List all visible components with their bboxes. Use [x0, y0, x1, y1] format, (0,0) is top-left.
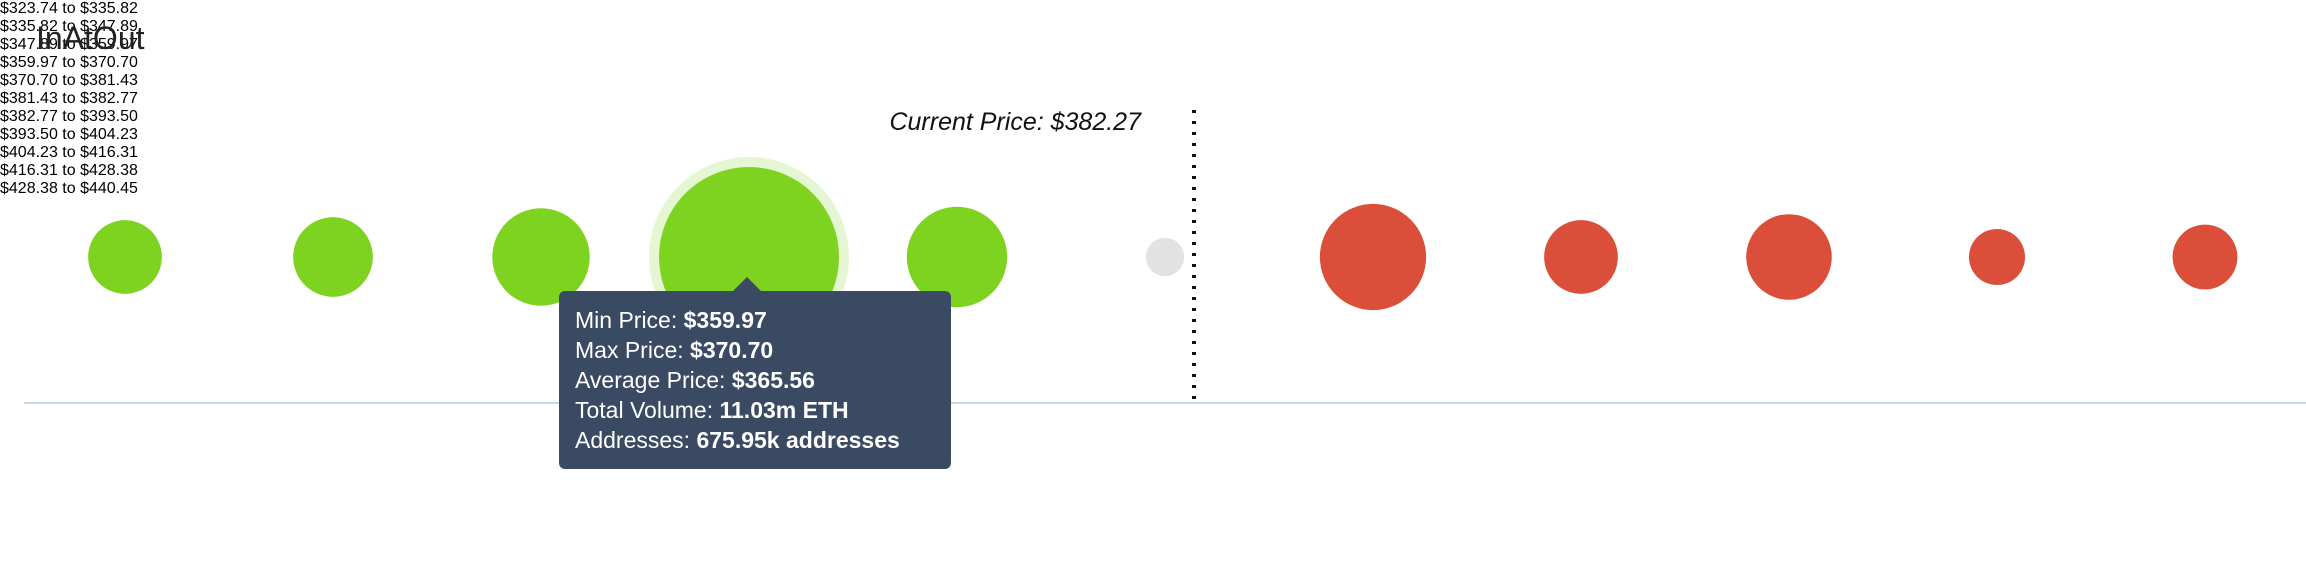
current-price-label: Current Price: $382.27 [889, 108, 1141, 136]
tooltip-row: Average Price: $365.56 [575, 365, 935, 395]
legend: In At Out [36, 20, 145, 57]
bubble [1145, 237, 1185, 277]
bubble [492, 208, 590, 306]
tooltip-value: 675.95k addresses [696, 427, 900, 453]
tooltip-value: $365.56 [731, 367, 815, 393]
x-tick-label: $335.82 to $347.89 [0, 18, 138, 35]
x-tick-label: $404.23 to $416.31 [0, 144, 138, 161]
x-tick-label: $393.50 to $404.23 [0, 126, 138, 143]
x-tick-label: $359.97 to $370.70 [0, 54, 138, 71]
legend-item: In [36, 20, 63, 57]
bubble [1319, 203, 1427, 311]
bubble [293, 217, 373, 297]
x-tick-label: $428.38 to $440.45 [0, 180, 138, 197]
tooltip-value: 11.03m ETH [719, 397, 849, 423]
tooltip: Min Price: $359.97 Max Price: $370.70 Aver… [559, 277, 951, 469]
tooltip-row: Max Price: $370.70 [575, 335, 935, 365]
x-tick-label: $382.77 to $393.50 [0, 108, 138, 125]
tooltip-row: Min Price: $359.97 [575, 305, 935, 335]
bubble [906, 206, 1008, 308]
x-tick-label: $347.89 to $359.97 [0, 36, 138, 53]
bubble [1968, 228, 2026, 286]
legend-label: In [36, 20, 63, 56]
legend-item: Out [93, 20, 145, 57]
x-tick-label: $370.70 to $381.43 [0, 72, 138, 89]
bubble [1544, 220, 1618, 294]
legend-label: Out [92, 20, 145, 56]
tooltip-label: Max Price: [575, 337, 684, 363]
x-tick-label: $323.74 to $335.82 [0, 0, 138, 17]
bubble [1746, 214, 1832, 300]
tooltip-label: Average Price: [575, 367, 726, 393]
x-tick-label: $381.43 to $382.77 [0, 90, 138, 107]
tooltip-label: Min Price: [575, 307, 678, 333]
tooltip-value: $370.70 [690, 337, 774, 363]
x-tick-label: $416.31 to $428.38 [0, 162, 138, 179]
tooltip-row: Addresses: 675.95k addresses [575, 425, 935, 455]
bubble [2172, 224, 2238, 290]
bubble [88, 220, 162, 294]
legend-item: At [63, 20, 93, 57]
tooltip-value: $359.97 [683, 307, 767, 333]
tooltip-label: Total Volume: [575, 397, 714, 423]
tooltip-row: Total Volume: 11.03m ETH [575, 395, 935, 425]
tooltip-label: Addresses: [575, 427, 691, 453]
legend-label: At [62, 20, 93, 56]
